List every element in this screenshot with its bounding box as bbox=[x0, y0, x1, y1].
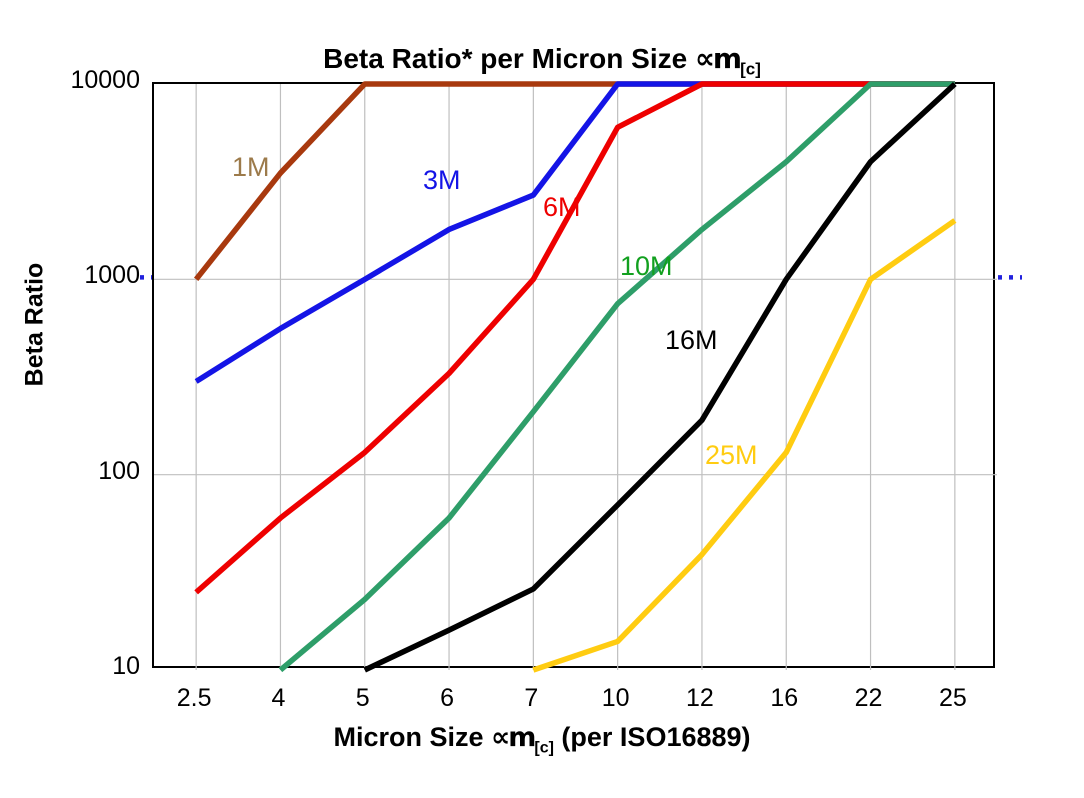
x-tick-label-10: 10 bbox=[601, 684, 630, 712]
series-line-16M[interactable] bbox=[363, 81, 957, 673]
series-line-6M[interactable] bbox=[194, 81, 955, 595]
plot-series-layer bbox=[154, 81, 997, 673]
x-axis-title-subscript: [c] bbox=[534, 739, 554, 757]
y-tick-label-1000: 1000 bbox=[84, 261, 140, 290]
x-tick-label-2.5: 2.5 bbox=[176, 684, 212, 712]
plot-area bbox=[152, 81, 997, 673]
y-tick-label-100: 100 bbox=[98, 456, 140, 485]
y-tick-label-10000: 10000 bbox=[70, 66, 140, 94]
series-label-3M: 3M bbox=[423, 165, 461, 195]
series-label-1M: 1M bbox=[232, 152, 270, 182]
series-label-6M: 6M bbox=[543, 192, 581, 222]
x-tick-label-25: 25 bbox=[938, 684, 967, 712]
series-label-25M: 25M bbox=[705, 440, 758, 470]
x-tick-label-22: 22 bbox=[854, 684, 883, 712]
chart-title: Beta Ratio* per Micron Size ∝m[c] bbox=[0, 42, 1084, 80]
series-label-10M: 10M bbox=[620, 251, 673, 281]
x-axis-title-part2: (per ISO16889) bbox=[553, 722, 751, 752]
x-axis-title-part1: Micron Size bbox=[333, 722, 491, 752]
y-tick-label-10: 10 bbox=[112, 652, 140, 680]
x-tick-label-6: 6 bbox=[440, 684, 454, 712]
series-line-25M[interactable] bbox=[532, 218, 957, 673]
chart-title-subscript: [c] bbox=[740, 59, 761, 79]
x-axis-title: Micron Size ∝m[c] (per ISO16889) bbox=[0, 722, 1084, 757]
series-line-10M[interactable] bbox=[278, 81, 955, 673]
x-axis-title-symbol: ∝m bbox=[491, 722, 536, 753]
x-tick-label-5: 5 bbox=[355, 684, 370, 712]
x-tick-label-7: 7 bbox=[524, 684, 539, 712]
series-label-16M: 16M bbox=[665, 325, 718, 355]
x-tick-label-16: 16 bbox=[770, 684, 799, 712]
x-tick-label-4: 4 bbox=[271, 684, 286, 712]
x-tick-label-12: 12 bbox=[686, 684, 714, 712]
chart-title-symbol: ∝m bbox=[694, 42, 742, 75]
chart-title-main: Beta Ratio* per Micron Size bbox=[323, 43, 695, 74]
